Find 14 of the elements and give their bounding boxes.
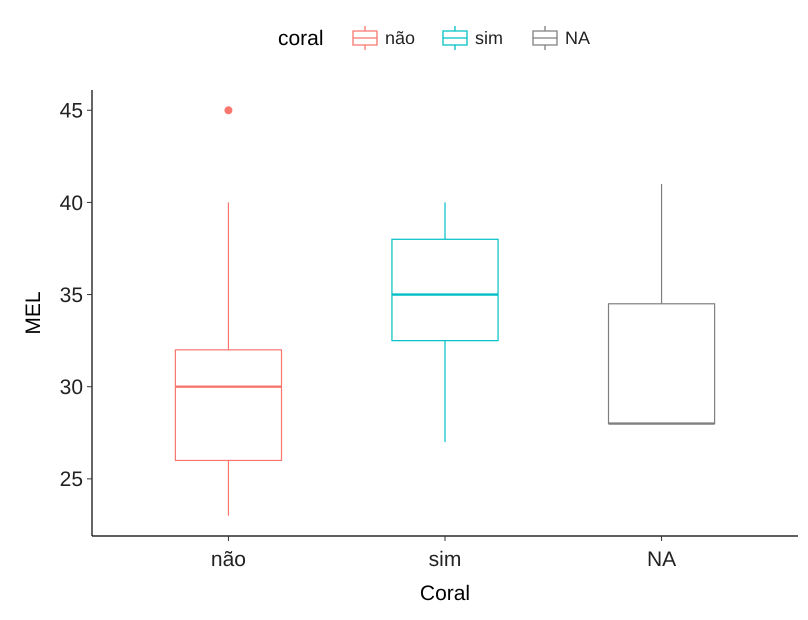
y-tick-label: 45 (60, 100, 83, 123)
legend-label: NA (565, 28, 590, 48)
x-tick-label: NA (646, 548, 676, 571)
legend-label: sim (475, 28, 503, 48)
y-tick-label: 30 (60, 376, 83, 400)
x-tick-label: sim (428, 548, 462, 571)
legend-label: não (385, 28, 416, 48)
legend-title: coral (278, 27, 324, 50)
y-tick-label: 25 (60, 468, 83, 492)
y-axis-title: MEL (22, 291, 45, 335)
x-tick-label: não (210, 548, 246, 571)
y-tick-label: 40 (60, 192, 83, 215)
y-tick-label: 35 (60, 284, 83, 307)
x-axis-title: Coral (420, 582, 470, 605)
